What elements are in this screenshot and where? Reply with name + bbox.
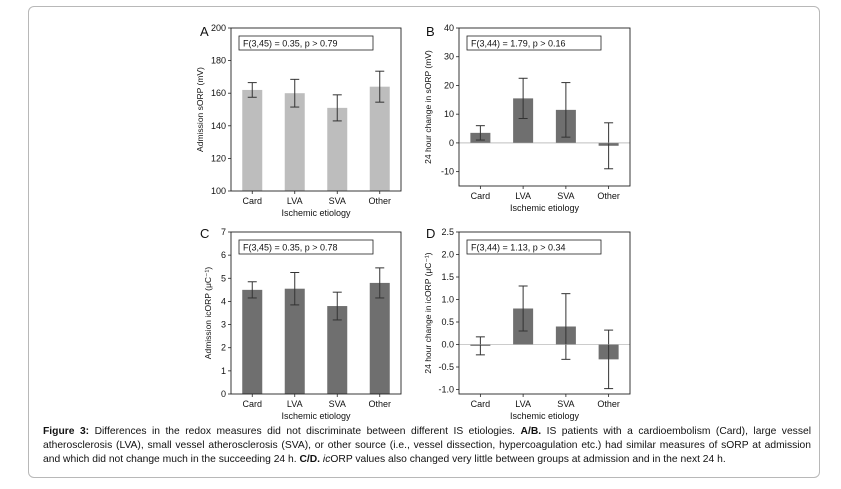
y-tick-label: 1.5	[441, 272, 454, 282]
y-tick-label: 10	[444, 109, 454, 119]
plot-area-border	[458, 231, 631, 395]
caption-text-3: ORP values also changed very little betw…	[330, 454, 726, 465]
x-tick-label: Other	[597, 399, 620, 409]
x-tick-label: Card	[242, 399, 262, 409]
stat-text: F(3,45) = 0.35, p > 0.79	[243, 39, 338, 49]
y-tick-label: -0.5	[438, 362, 454, 372]
y-tick-label: 1.0	[441, 295, 454, 305]
stat-text: F(3,44) = 1.79, p > 0.16	[471, 39, 566, 49]
chart-panel-c: C Card LVA SVA Other 0 1 2 3 4 5 6 7 F(3,45) = 0.35, …	[200, 226, 402, 421]
x-axis-label: Ischemic etiology	[281, 208, 351, 218]
caption-ab: A/B.	[520, 426, 542, 437]
stat-box: F(3,44) = 1.79, p > 0.16	[466, 35, 602, 51]
x-tick-label: Other	[597, 191, 620, 201]
caption-cd: C/D.	[299, 454, 321, 465]
bar	[284, 288, 305, 394]
x-tick-label: Card	[471, 399, 491, 409]
plot-area-border	[458, 27, 631, 187]
stat-text: F(3,45) = 0.35, p > 0.78	[243, 243, 338, 253]
bar	[513, 98, 534, 143]
y-tick-label: 2	[221, 343, 226, 353]
y-tick-label: 0	[449, 138, 454, 148]
x-tick-label: LVA	[287, 399, 303, 409]
bar	[327, 306, 348, 394]
panel-label: A	[200, 24, 209, 39]
stat-box-border	[466, 239, 602, 255]
y-tick-label: 4	[221, 296, 226, 306]
y-tick-label: 2.5	[441, 227, 454, 237]
y-axis-label: 24 hour change in icORP (μC⁻¹)	[423, 252, 433, 373]
chart-panel-b: B Card LVA SVA Other -10 0 10 20 30 40 F(3,44) = 1.…	[423, 23, 631, 213]
stat-text: F(3,44) = 1.13, p > 0.34	[471, 243, 566, 253]
x-tick-label: Other	[368, 196, 391, 206]
y-axis-label: Admission icORP (μC⁻¹)	[203, 267, 213, 360]
bar	[284, 93, 305, 191]
plot-area-border	[230, 27, 402, 192]
x-tick-label: Card	[471, 191, 491, 201]
stat-box: F(3,45) = 0.35, p > 0.78	[238, 239, 374, 255]
stat-box: F(3,45) = 0.35, p > 0.79	[238, 35, 374, 51]
y-tick-label: 120	[211, 153, 226, 163]
y-axis-label: Admission sORP (mV)	[195, 67, 205, 152]
x-tick-label: SVA	[329, 196, 346, 206]
stat-box: F(3,44) = 1.13, p > 0.34	[466, 239, 602, 255]
y-tick-label: 1	[221, 366, 226, 376]
stat-box-border	[238, 239, 374, 255]
bar	[369, 282, 390, 394]
y-tick-label: 3	[221, 320, 226, 330]
x-tick-label: SVA	[557, 399, 574, 409]
chart-panel-a: A Card LVA SVA Other 100 120 140 160 180 200 F(3,45…	[195, 23, 402, 218]
panel-label: B	[426, 24, 435, 39]
chart-panel-d: D Card LVA SVA Other -1.0 -0.5 0.0 0.5 1.0 1.5 2.0 2…	[423, 226, 631, 421]
y-tick-label: 20	[444, 80, 454, 90]
stat-box-border	[238, 35, 374, 51]
bar	[242, 89, 263, 191]
y-axis-label: 24 hour change in sORP (mV)	[423, 50, 433, 164]
y-tick-label: 7	[221, 227, 226, 237]
x-tick-label: Card	[242, 196, 262, 206]
caption-text-2: IS patients with a cardioembolism (Card)…	[43, 426, 811, 465]
y-tick-label: 0.0	[441, 340, 454, 350]
y-tick-label: -10	[441, 167, 454, 177]
caption-text-1: Differences in the redox measures did no…	[89, 426, 521, 437]
y-tick-label: 40	[444, 23, 454, 33]
figure-frame	[28, 6, 820, 478]
y-tick-label: 0	[221, 389, 226, 399]
panel-label: C	[200, 226, 209, 241]
bar	[327, 107, 348, 191]
x-tick-label: LVA	[287, 196, 303, 206]
figure-caption: Figure 3: Differences in the redox measu…	[43, 425, 811, 467]
caption-prefix: Figure 3:	[43, 426, 90, 437]
caption-ic: ic	[320, 454, 331, 465]
y-tick-label: 6	[221, 250, 226, 260]
panel-label: D	[426, 226, 435, 241]
x-tick-label: SVA	[329, 399, 346, 409]
plot-area-border	[230, 231, 402, 395]
y-tick-label: 30	[444, 52, 454, 62]
x-axis-label: Ischemic etiology	[510, 411, 580, 421]
y-tick-label: 5	[221, 273, 226, 283]
y-tick-label: 200	[211, 23, 226, 33]
y-tick-label: 140	[211, 121, 226, 131]
x-tick-label: SVA	[557, 191, 574, 201]
y-tick-label: 180	[211, 56, 226, 66]
x-tick-label: LVA	[515, 191, 531, 201]
x-tick-label: Other	[368, 399, 391, 409]
y-tick-label: 160	[211, 88, 226, 98]
stat-box-border	[466, 35, 602, 51]
x-tick-label: LVA	[515, 399, 531, 409]
x-axis-label: Ischemic etiology	[281, 411, 351, 421]
y-tick-label: 2.0	[441, 250, 454, 260]
y-tick-label: -1.0	[438, 385, 454, 395]
x-axis-label: Ischemic etiology	[510, 203, 580, 213]
bar	[369, 86, 390, 191]
y-tick-label: 100	[211, 186, 226, 196]
y-tick-label: 0.5	[441, 317, 454, 327]
bar	[242, 289, 263, 394]
